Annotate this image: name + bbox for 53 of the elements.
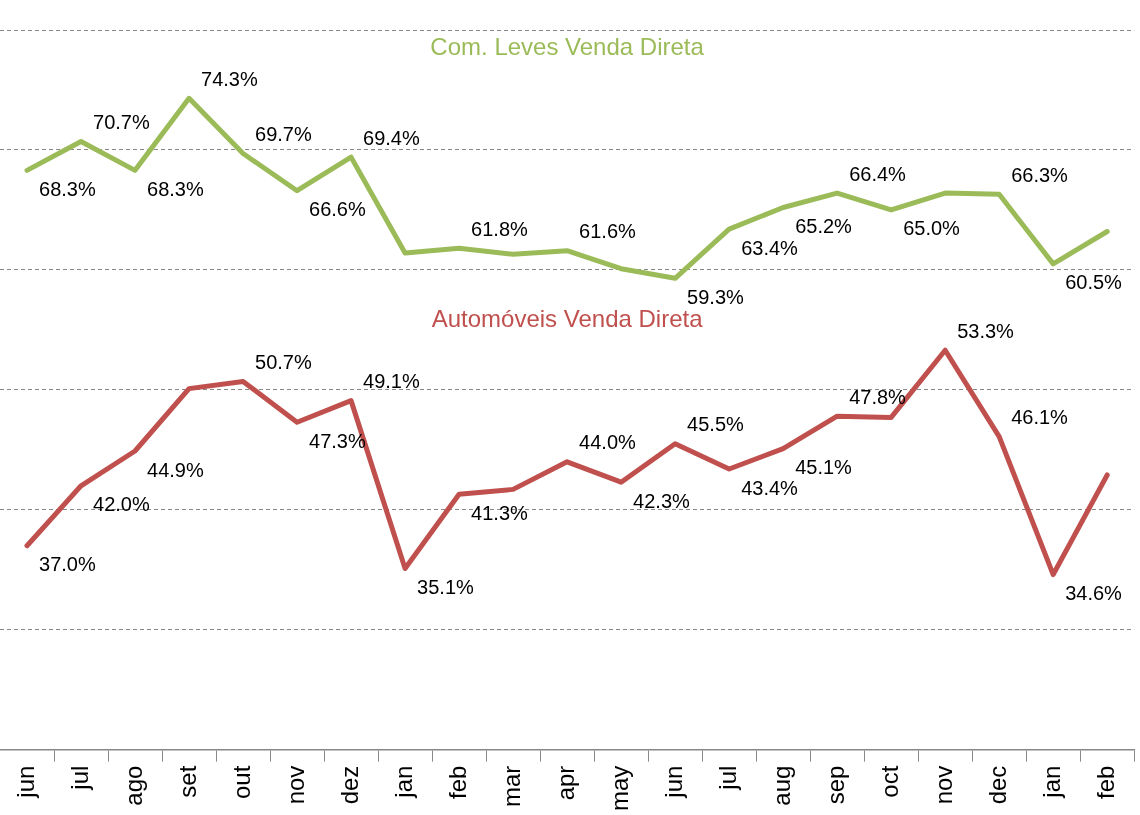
x-tick-label: jun [11,765,39,799]
x-tick-label: jan [1037,765,1065,799]
x-tick-label: out [227,765,255,800]
data-label: 44.0% [579,431,637,454]
x-tick-label: jun [659,765,687,799]
x-tick-label: feb [443,765,471,800]
x-tick-label: ago [119,765,147,806]
data-label: 70.7% [93,111,150,134]
x-tick-label: apr [551,765,579,801]
data-label: 37.0% [39,553,96,576]
data-label: 35.1% [417,576,474,599]
data-label: 61.8% [471,217,529,240]
data-label: 41.3% [471,501,529,524]
x-tick-label: oct [875,765,903,798]
x-tick-label: sep [821,765,849,805]
data-label: 49.1% [363,370,420,393]
x-tick-label: dec [983,765,1011,805]
data-label: 66.4% [849,162,907,185]
data-label: 68.3% [147,177,204,200]
x-tick-label: jan [389,765,417,799]
text: Com. Leves Venda Direta [430,32,705,60]
data-label: 44.9% [147,458,204,481]
data-label: 34.6% [1065,582,1123,605]
data-label: 68.3% [39,177,96,200]
data-label: 63.4% [741,236,799,259]
x-tick-label: nov [929,765,957,805]
data-label: 65.0% [903,217,961,240]
data-label: 69.4% [363,126,420,149]
data-label: 45.5% [687,413,745,436]
data-label: 45.1% [795,456,853,479]
data-label: 42.3% [633,489,691,512]
x-tick-label: aug [767,765,795,806]
x-tick-label: mar [497,765,525,807]
data-label: 69.7% [255,123,312,146]
x-tick-label: jul [65,765,93,791]
data-label: 50.7% [255,350,312,373]
data-label: 66.6% [309,198,366,221]
data-label: 43.4% [741,476,799,499]
data-label: 74.3% [201,67,258,90]
data-label: 66.3% [1011,163,1069,186]
x-tick-label: set [173,765,201,798]
x-tick-label: nov [281,765,309,805]
data-label: 46.1% [1011,406,1069,429]
data-label: 65.2% [795,215,853,238]
data-label: 60.5% [1065,271,1123,294]
data-label: 61.6% [579,220,637,243]
x-tick-label: jul [713,765,741,791]
data-label: 42.0% [93,493,150,516]
x-tick-label: feb [1091,765,1119,800]
data-label: 47.8% [849,385,907,408]
x-tick-label: may [605,765,633,811]
data-label: 53.3% [957,319,1015,342]
x-tick-label: dez [335,765,363,805]
